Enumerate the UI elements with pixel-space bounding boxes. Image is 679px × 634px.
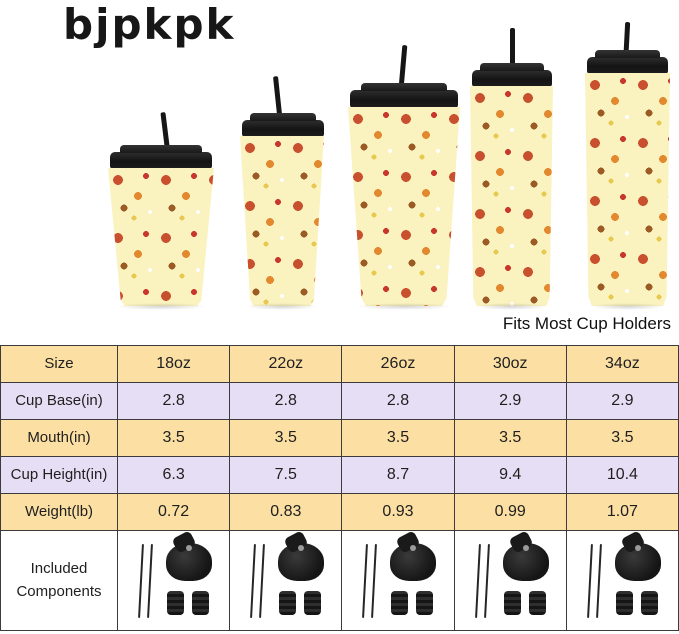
straw-icon [362,543,369,619]
straw-tip-icon [192,591,209,615]
straw-tip-icon [279,591,297,615]
col-header-34oz: 34oz [566,346,679,383]
weight-22oz: 0.83 [230,494,343,531]
straw-tip-icon [304,591,322,615]
row-label-mouth: Mouth(in) [1,420,118,457]
mouth-18oz: 3.5 [118,420,231,457]
cup-base-18oz: 2.8 [118,383,231,420]
size-chart-table: Size 18oz 22oz 26oz 30oz 34oz Cup Base(i… [0,345,679,631]
cup-height-26oz: 8.7 [342,457,455,494]
cup-height-34oz: 10.4 [566,457,679,494]
included-kit-26oz [342,531,455,631]
accessory-kit [118,531,229,630]
tumbler-shadow [591,303,665,310]
tumbler-shadow [246,303,318,310]
tumbler-body [240,136,324,306]
col-header-30oz: 30oz [454,346,567,383]
tumbler-body [348,107,460,306]
tumbler-shadow [356,303,452,310]
mouth-26oz: 3.5 [342,420,455,457]
straw-icon [138,543,144,619]
col-header-size: Size [1,346,118,383]
cup-base-26oz: 2.8 [342,383,455,420]
straw-tip-icon [391,591,409,615]
row-label-cup-height: Cup Height(in) [1,457,118,494]
mouth-30oz: 3.5 [454,420,567,457]
included-kit-18oz [118,531,231,631]
col-header-26oz: 26oz [342,346,455,383]
accessory-kit [567,531,678,630]
tumbler-shadow [475,303,547,310]
accessory-kit [230,531,341,630]
row-label-cup-base: Cup Base(in) [1,383,118,420]
straw-tip-icon [528,591,546,615]
flip-lid-icon [166,543,212,581]
straw-tip-icon [615,591,633,615]
straw-icon [371,543,378,619]
straw-icon [586,543,593,619]
fits-cup-holders-caption: Fits Most Cup Holders [502,314,671,333]
accessory-kit [455,531,566,630]
tumbler-lid-icon [350,83,458,108]
mouth-22oz: 3.5 [230,420,343,457]
col-header-18oz: 18oz [118,346,231,383]
flip-lid-icon [502,543,549,581]
straw-icon [483,543,490,619]
cup-base-30oz: 2.9 [454,383,567,420]
col-header-22oz: 22oz [230,346,343,383]
flip-lid-icon [278,543,325,581]
straw-icon [259,543,266,619]
straw-icon [147,543,153,619]
tumbler-lid-icon [472,63,552,87]
included-kit-30oz [454,531,567,631]
tumbler-body [585,73,670,306]
cup-height-22oz: 7.5 [230,457,343,494]
straw-icon [510,28,515,76]
included-kit-34oz [566,531,679,631]
cup-base-22oz: 2.8 [230,383,343,420]
row-label-weight: Weight(lb) [1,494,118,531]
straw-tip-icon [640,591,658,615]
accessory-kit [342,531,453,630]
weight-34oz: 1.07 [566,494,679,531]
cup-height-30oz: 9.4 [454,457,567,494]
weight-26oz: 0.93 [342,494,455,531]
straw-tip-icon [167,591,184,615]
tumbler-lid-icon [587,50,668,74]
tumbler-lid-icon [110,145,212,169]
included-kit-22oz [230,531,343,631]
cup-base-34oz: 2.9 [566,383,679,420]
tumbler-body [108,168,214,306]
brand-logo: bjpkpk [63,0,236,49]
row-label-included-components: Included Components [1,531,118,631]
weight-30oz: 0.99 [454,494,567,531]
tumbler-body [470,86,553,306]
mouth-34oz: 3.5 [566,420,679,457]
straw-icon [250,543,257,619]
straw-icon [595,543,602,619]
weight-18oz: 0.72 [118,494,231,531]
tumbler-shadow [116,303,206,310]
flip-lid-icon [614,543,661,581]
straw-tip-icon [503,591,521,615]
straw-tip-icon [416,591,434,615]
tumbler-lid-icon [242,113,324,137]
straw-icon [474,543,481,619]
cup-height-18oz: 6.3 [118,457,231,494]
flip-lid-icon [390,543,437,581]
